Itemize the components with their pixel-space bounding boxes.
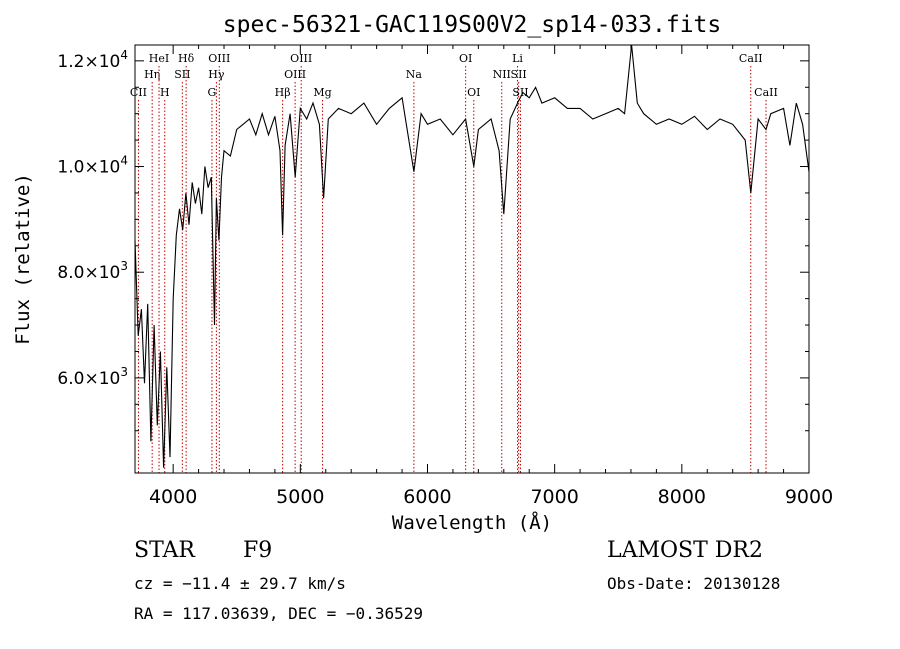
line-marker-label: NII: [493, 68, 511, 81]
line-marker-label: CaII: [739, 52, 763, 65]
line-marker-label: OI: [459, 52, 472, 65]
spectrum-chart: spec-56321-GAC119S00V2_sp14-033.fits Flu…: [12, 12, 833, 534]
y-tick-exponent: 3: [120, 259, 128, 273]
x-tick-label: 8000: [658, 486, 706, 508]
chart-title: spec-56321-GAC119S00V2_sp14-033.fits: [223, 12, 722, 38]
y-tick-exponent: 4: [120, 48, 128, 62]
line-marker-label: SII: [174, 68, 190, 81]
y-tick-mantissa: 8.0: [57, 263, 84, 283]
line-marker-label: SII: [512, 86, 528, 99]
y-axis-label: Flux (relative): [12, 173, 34, 345]
line-marker-label: Na: [406, 68, 423, 81]
x-tick-label: 6000: [403, 486, 451, 508]
line-marker-label: G: [208, 86, 217, 99]
line-marker-label: OIII: [284, 68, 306, 81]
y-tick-label: 8.0×103: [57, 259, 128, 283]
line-marker-label: Hη: [144, 68, 160, 81]
line-marker-label: CaII: [754, 86, 778, 99]
redshift-text: cz = −11.4 ± 29.7 km/s: [134, 574, 346, 593]
object-class: STAR: [134, 538, 195, 563]
y-tick-label: 1.0×104: [57, 154, 128, 178]
line-marker-label: CII: [130, 86, 147, 99]
x-tick-label: 9000: [785, 486, 833, 508]
spectrum-series: [134, 44, 810, 468]
y-tick-exponent: 4: [120, 154, 128, 168]
plot-frame: [134, 44, 810, 474]
line-markers: CII Hη HeI H Hδ SII OIII Hγ G Hβ OIII OIII Mg Na OI OI N…: [130, 52, 778, 473]
y-tick-mantissa: 6.0: [57, 369, 84, 389]
x-tick-label: 4000: [149, 486, 197, 508]
plot-axes: 4000 5000 6000 7000 8000 9000 6.0×103 8.0×103 1.…: [57, 44, 833, 508]
y-tick-exponent: 3: [120, 365, 128, 379]
line-marker-label: Hδ: [178, 52, 195, 65]
line-marker-label: HeI: [149, 52, 169, 65]
y-tick-label: 1.2×104: [57, 48, 128, 72]
line-marker-label: OIII: [208, 52, 230, 65]
x-tick-label: 7000: [530, 486, 578, 508]
coordinates-text: RA = 117.03639, DEC = −0.36529: [134, 604, 423, 623]
line-marker-label: Mg: [313, 86, 331, 99]
line-marker-label: OI: [467, 86, 480, 99]
line-marker-label: Hγ: [208, 68, 225, 81]
obs-date-text: Obs-Date: 20130128: [607, 574, 781, 593]
x-tick-label: 5000: [276, 486, 324, 508]
line-marker-label: H: [160, 86, 170, 99]
line-marker-label: Li: [512, 52, 523, 65]
spectral-subclass: F9: [243, 538, 273, 563]
survey-name: LAMOST DR2: [607, 538, 763, 563]
line-marker-label: SII: [511, 68, 527, 81]
y-tick-mantissa: 1.2: [57, 52, 84, 72]
line-marker-label: Hβ: [275, 86, 291, 99]
spectrum-line: [134, 44, 810, 468]
line-marker-label: OIII: [290, 52, 312, 65]
x-axis-label: Wavelength (Å): [392, 511, 552, 534]
y-tick-mantissa: 1.0: [57, 158, 84, 178]
y-tick-label: 6.0×103: [57, 365, 128, 389]
